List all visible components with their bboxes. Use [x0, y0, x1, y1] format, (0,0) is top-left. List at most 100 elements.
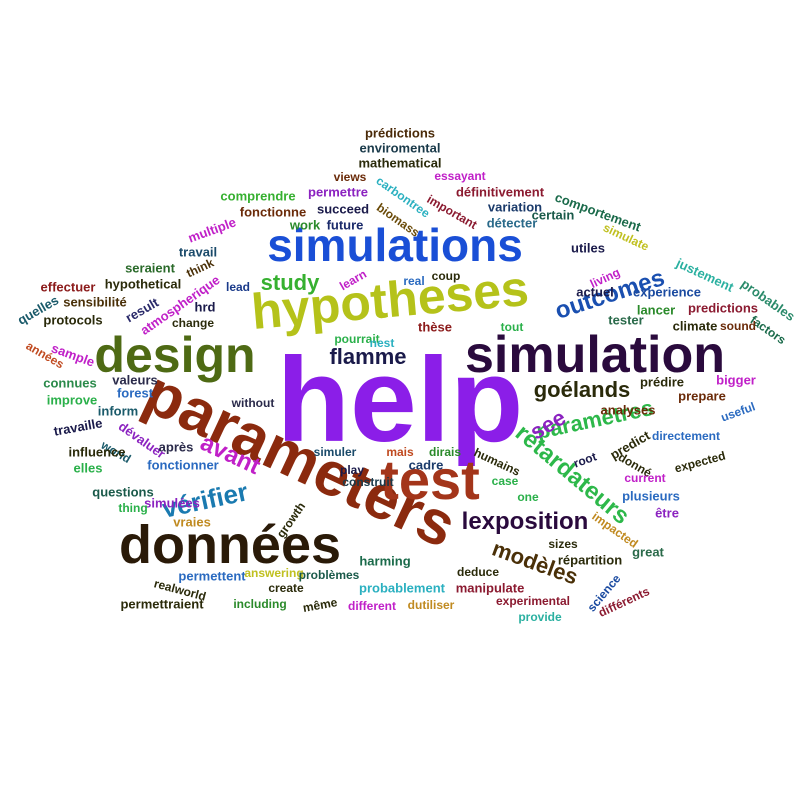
- cloud-word: connues: [43, 375, 97, 391]
- cloud-word: seraient: [125, 260, 175, 276]
- cloud-word: different: [348, 599, 396, 613]
- cloud-word: change: [171, 316, 215, 330]
- cloud-word: climate: [672, 318, 718, 334]
- cloud-word: permettraient: [120, 596, 204, 612]
- cloud-word: simuler: [313, 445, 357, 459]
- cloud-word: données: [118, 515, 342, 575]
- cloud-word: play: [339, 463, 365, 477]
- cloud-word: experience: [633, 284, 701, 300]
- cloud-word: simulations: [267, 219, 523, 271]
- cloud-word: essayant: [434, 169, 486, 183]
- cloud-word: cadre: [408, 457, 444, 473]
- cloud-word: directement: [651, 429, 721, 443]
- cloud-word: dutiliser: [407, 598, 455, 612]
- cloud-word: create: [268, 581, 304, 595]
- cloud-word: harming: [359, 553, 411, 569]
- cloud-word: construit: [342, 475, 394, 489]
- cloud-word: travail: [178, 244, 218, 260]
- cloud-word: multiple: [186, 214, 238, 246]
- cloud-word: bigger: [716, 372, 756, 388]
- cloud-word: succeed: [316, 201, 370, 217]
- cloud-word: hrd: [194, 299, 216, 315]
- cloud-word: thing: [118, 501, 148, 515]
- cloud-word: permettre: [308, 184, 368, 200]
- cloud-word: work: [289, 217, 321, 233]
- cloud-word: test: [380, 448, 480, 511]
- cloud-word: forest: [116, 385, 154, 401]
- cloud-word: goélands: [533, 377, 631, 402]
- cloud-word: views: [333, 170, 367, 184]
- cloud-word: study: [260, 270, 320, 295]
- cloud-word: sensibilité: [63, 294, 127, 310]
- cloud-word: mathematical: [358, 155, 442, 171]
- cloud-word: lexposition: [461, 508, 589, 535]
- cloud-word: plusieurs: [622, 488, 680, 504]
- cloud-word: comprendre: [220, 188, 296, 204]
- cloud-word: flamme: [329, 344, 407, 369]
- cloud-word: tester: [608, 312, 644, 328]
- cloud-word: variation: [487, 199, 543, 215]
- cloud-word: improve: [46, 392, 98, 408]
- cloud-word: sound: [720, 319, 756, 333]
- cloud-word: simulation: [464, 326, 726, 384]
- cloud-word: future: [326, 217, 364, 233]
- cloud-word: simulées: [144, 495, 200, 511]
- cloud-word: useful: [718, 399, 758, 425]
- cloud-word: lead: [225, 280, 251, 294]
- cloud-word: questions: [92, 484, 154, 500]
- cloud-word: prédictions: [364, 125, 436, 141]
- cloud-word: answering: [244, 566, 304, 580]
- cloud-word: certain: [531, 207, 575, 223]
- cloud-word: elles: [73, 460, 103, 476]
- cloud-word: mais: [386, 445, 414, 459]
- cloud-word: expected: [673, 448, 727, 476]
- cloud-word: one: [517, 490, 539, 504]
- cloud-word: effectuer: [40, 279, 96, 295]
- cloud-word: coup: [431, 269, 461, 283]
- cloud-word: hypothetical: [104, 276, 182, 292]
- cloud-word: root: [571, 449, 599, 471]
- cloud-word: dirais: [428, 445, 462, 459]
- cloud-word: définitivement: [455, 184, 545, 200]
- cloud-word: manipulate: [455, 580, 525, 596]
- cloud-word: fonctionner: [147, 457, 219, 473]
- cloud-word: répartition: [557, 552, 623, 568]
- cloud-word: utiles: [571, 240, 605, 256]
- cloud-word: valeurs: [112, 372, 158, 388]
- cloud-word: without: [231, 396, 275, 410]
- cloud-word: case: [491, 474, 519, 488]
- cloud-word: thèse: [418, 319, 452, 335]
- cloud-word: prédire: [639, 374, 685, 390]
- cloud-word: permettent: [178, 568, 246, 584]
- cloud-word: protocols: [43, 312, 103, 328]
- cloud-word: provide: [518, 610, 562, 624]
- cloud-word: current: [624, 471, 666, 485]
- cloud-word: après: [158, 439, 194, 455]
- cloud-word: détecter: [486, 215, 538, 231]
- cloud-word: design: [94, 327, 256, 383]
- cloud-word: problèmes: [298, 568, 360, 582]
- cloud-word: être: [655, 505, 679, 521]
- cloud-word: influence: [68, 444, 126, 460]
- cloud-word: probablement: [359, 580, 445, 596]
- cloud-word: prepare: [678, 388, 726, 404]
- cloud-word: tout: [500, 320, 524, 334]
- cloud-word: même: [301, 595, 339, 615]
- cloud-word: real: [403, 274, 425, 288]
- cloud-word: great: [632, 544, 664, 560]
- cloud-word: actuel: [576, 284, 614, 300]
- cloud-word: help: [276, 333, 524, 467]
- cloud-word: sizes: [548, 537, 578, 551]
- cloud-word: vraies: [173, 514, 211, 530]
- cloud-word: experimental: [495, 594, 571, 608]
- cloud-word: including: [233, 597, 287, 611]
- cloud-word: nest: [369, 336, 395, 350]
- cloud-word: lancer: [636, 302, 676, 318]
- cloud-word: predictions: [687, 300, 759, 316]
- cloud-word: enviromental: [359, 140, 441, 156]
- cloud-word: deduce: [456, 565, 500, 579]
- cloud-word: inform: [97, 403, 139, 419]
- cloud-word: travaille: [52, 415, 104, 439]
- cloud-word: analyses: [600, 402, 656, 418]
